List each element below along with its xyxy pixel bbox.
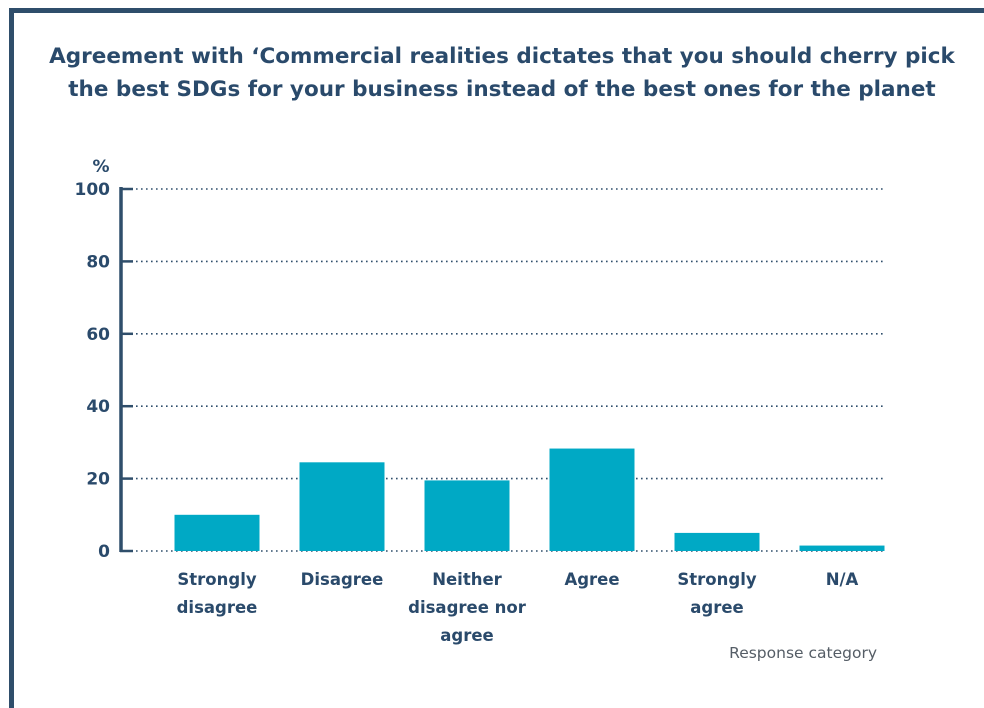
x-tick-label: Disagree	[301, 570, 384, 589]
y-tick-label: 80	[86, 252, 110, 272]
bar	[424, 480, 510, 551]
y-tick-label: 100	[75, 180, 111, 200]
chart-frame	[9, 8, 984, 708]
chart-title: Agreement with ‘Commercial realities dic…	[49, 44, 955, 102]
y-tick-label: 40	[86, 397, 110, 417]
y-tick-label: 20	[86, 470, 110, 490]
bar-chart: % Response category 0 20 40 60 80 100 Strongly…	[75, 157, 885, 662]
x-tick-label: agree	[690, 598, 743, 617]
bar	[299, 462, 385, 551]
bar	[674, 532, 760, 551]
y-tick-label: 60	[86, 325, 110, 345]
x-tick-label: Neither	[432, 570, 502, 589]
bar	[549, 448, 635, 551]
x-axis-label: Response category	[729, 644, 877, 662]
x-tick-label: disagree	[177, 598, 258, 617]
bar	[174, 514, 260, 551]
x-tick-label: Agree	[564, 570, 619, 589]
x-tick-label: N/A	[826, 570, 859, 589]
x-tick-label: disagree nor	[408, 598, 527, 617]
y-axis-label: %	[92, 157, 109, 177]
y-tick-label: 0	[98, 542, 110, 562]
x-tick-label: agree	[440, 626, 493, 645]
bar	[799, 545, 885, 551]
x-tick-label: Strongly	[177, 570, 256, 589]
x-tick-label: Strongly	[677, 570, 756, 589]
